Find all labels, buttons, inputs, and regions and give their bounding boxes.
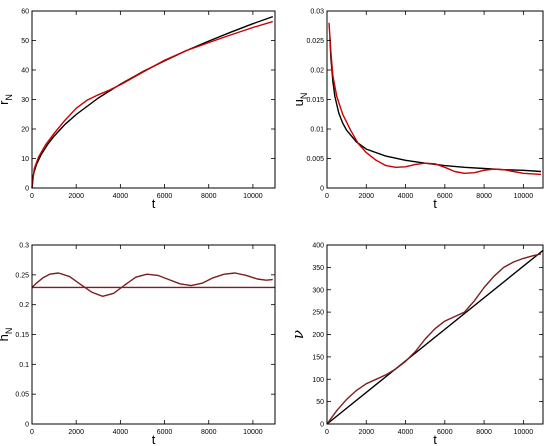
y-tick-label: 400: [312, 243, 324, 250]
series-line-1: [31, 20, 273, 189]
y-tick-label: 0.02: [310, 68, 324, 75]
x-tick-label: 0: [30, 429, 34, 436]
y-tick-label: 0.01: [310, 127, 324, 134]
y-tick-label: 0.05: [15, 392, 29, 399]
x-tick-label: 4000: [113, 429, 129, 436]
y-tick-label: 0: [320, 186, 324, 193]
y-axis-label-subscript: N: [4, 328, 14, 335]
y-tick-label: 300: [312, 287, 324, 294]
x-tick-label: 8000: [201, 429, 217, 436]
x-tick-label: 6000: [157, 193, 173, 200]
x-axis-label: t: [433, 196, 437, 211]
y-axis-label-main: u: [291, 99, 306, 106]
y-axis-label-subscript: N: [4, 94, 14, 101]
x-tick-label: 8000: [476, 429, 492, 436]
x-tick-label: 6000: [157, 429, 173, 436]
y-axis-label-main: r: [0, 100, 11, 105]
panel-nu: 0 2000 4000 6000 8000 10000 0 50 100 150 200 250 300…: [289, 243, 544, 446]
x-tick-label: 6000: [437, 193, 453, 200]
x-tick-label: 10000: [514, 429, 534, 436]
y-tick-label: 60: [21, 9, 29, 16]
x-tick-label: 10000: [514, 193, 534, 200]
x-tick-label: 2000: [358, 429, 374, 436]
y-tick-label: 50: [316, 399, 324, 406]
x-tick-label: 2000: [68, 193, 84, 200]
x-axis-label: t: [152, 196, 156, 211]
x-axis-label: t: [433, 432, 437, 446]
series-line-0: [326, 249, 544, 425]
y-axis-label: rN: [0, 94, 14, 105]
y-tick-label: 0.015: [306, 97, 324, 104]
y-tick-label: 0.1: [19, 362, 29, 369]
x-tick-label: 2000: [358, 193, 374, 200]
y-tick-label: 0: [25, 422, 29, 429]
x-tick-label: 0: [325, 193, 329, 200]
x-tick-label: 10000: [243, 429, 263, 436]
y-tick-label: 0: [320, 422, 324, 429]
y-tick-label: 0.3: [19, 243, 29, 250]
y-axis-label: hN: [0, 328, 14, 342]
x-tick-label: 6000: [437, 429, 453, 436]
y-tick-label: 0.03: [310, 9, 324, 16]
x-axis-label: t: [152, 432, 156, 446]
y-tick-label: 40: [21, 68, 29, 75]
x-tick-label: 0: [30, 193, 34, 200]
y-axis-label: uN: [291, 93, 309, 107]
y-tick-label: 350: [312, 265, 324, 272]
y-axis-label-main: h: [0, 334, 11, 341]
x-tick-label: 2000: [68, 429, 84, 436]
panel-rN: 0 2000 4000 6000 8000 10000 0 10 20 30 40 50 60 t rN: [0, 9, 276, 211]
y-tick-label: 0.005: [306, 156, 324, 163]
x-tick-label: 4000: [398, 193, 414, 200]
series-line-1: [31, 272, 273, 297]
x-tick-label: 0: [325, 429, 329, 436]
x-tick-label: 4000: [113, 193, 129, 200]
series-line-0: [329, 37, 542, 173]
y-tick-label: 0.2: [19, 302, 29, 309]
series-line-1: [328, 22, 542, 176]
y-tick-label: 0.025: [306, 38, 324, 45]
panel-uN: 0 2000 4000 6000 8000 10000 0 0.005 0.01 0.015 0.0…: [291, 9, 544, 211]
y-tick-label: 50: [21, 38, 29, 45]
y-tick-label: 0.15: [15, 332, 29, 339]
y-tick-label: 250: [312, 310, 324, 317]
y-axis-label-subscript: N: [299, 93, 309, 100]
y-tick-label: 20: [21, 127, 29, 134]
x-tick-label: 4000: [398, 429, 414, 436]
plot-frame: [326, 10, 544, 189]
y-tick-label: 10: [21, 156, 29, 163]
series-line-0: [31, 15, 274, 189]
panel-hN: 0 2000 4000 6000 8000 10000 0 0.05 0.1 0.15 0.2 0.2…: [0, 243, 276, 446]
series-line-1: [326, 253, 542, 425]
x-tick-label: 10000: [243, 193, 263, 200]
y-tick-label: 200: [312, 332, 324, 339]
y-tick-label: 0.25: [15, 272, 29, 279]
y-axis-label: ν: [289, 330, 307, 339]
x-tick-label: 8000: [201, 193, 217, 200]
x-tick-label: 8000: [476, 193, 492, 200]
plot-frame: [31, 244, 276, 425]
y-tick-label: 0: [25, 186, 29, 193]
y-tick-label: 150: [312, 354, 324, 361]
plot-frame: [31, 10, 276, 189]
y-tick-label: 100: [312, 377, 324, 384]
y-tick-label: 30: [21, 97, 29, 104]
